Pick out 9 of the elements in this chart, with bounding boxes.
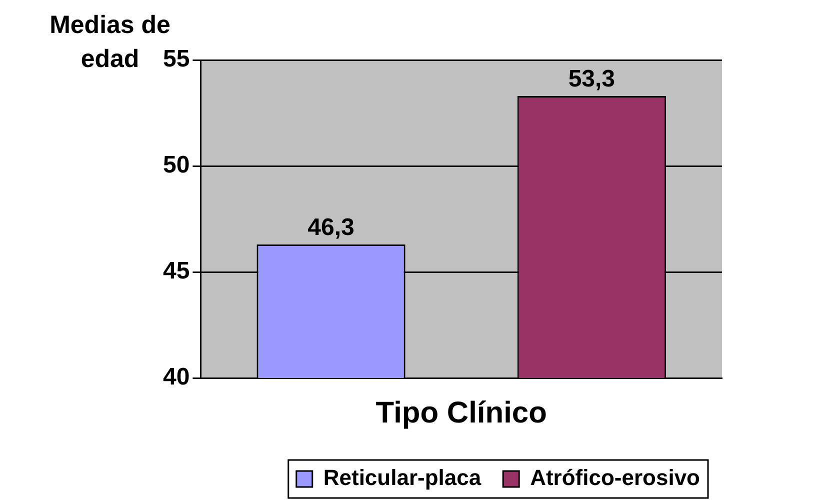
data-label: 46,3 — [308, 214, 354, 242]
x-axis-title: Tipo Clínico — [376, 396, 547, 430]
y-tick-label: 55 — [162, 46, 190, 73]
legend-label: Reticular-placa — [323, 465, 482, 490]
y-tick-label: 45 — [162, 258, 190, 285]
data-label: 53,3 — [568, 66, 616, 93]
y-tick-label: 50 — [162, 152, 190, 179]
y-tick-label: 40 — [162, 364, 190, 391]
legend-label: Atrófico-erosivo — [530, 465, 700, 490]
